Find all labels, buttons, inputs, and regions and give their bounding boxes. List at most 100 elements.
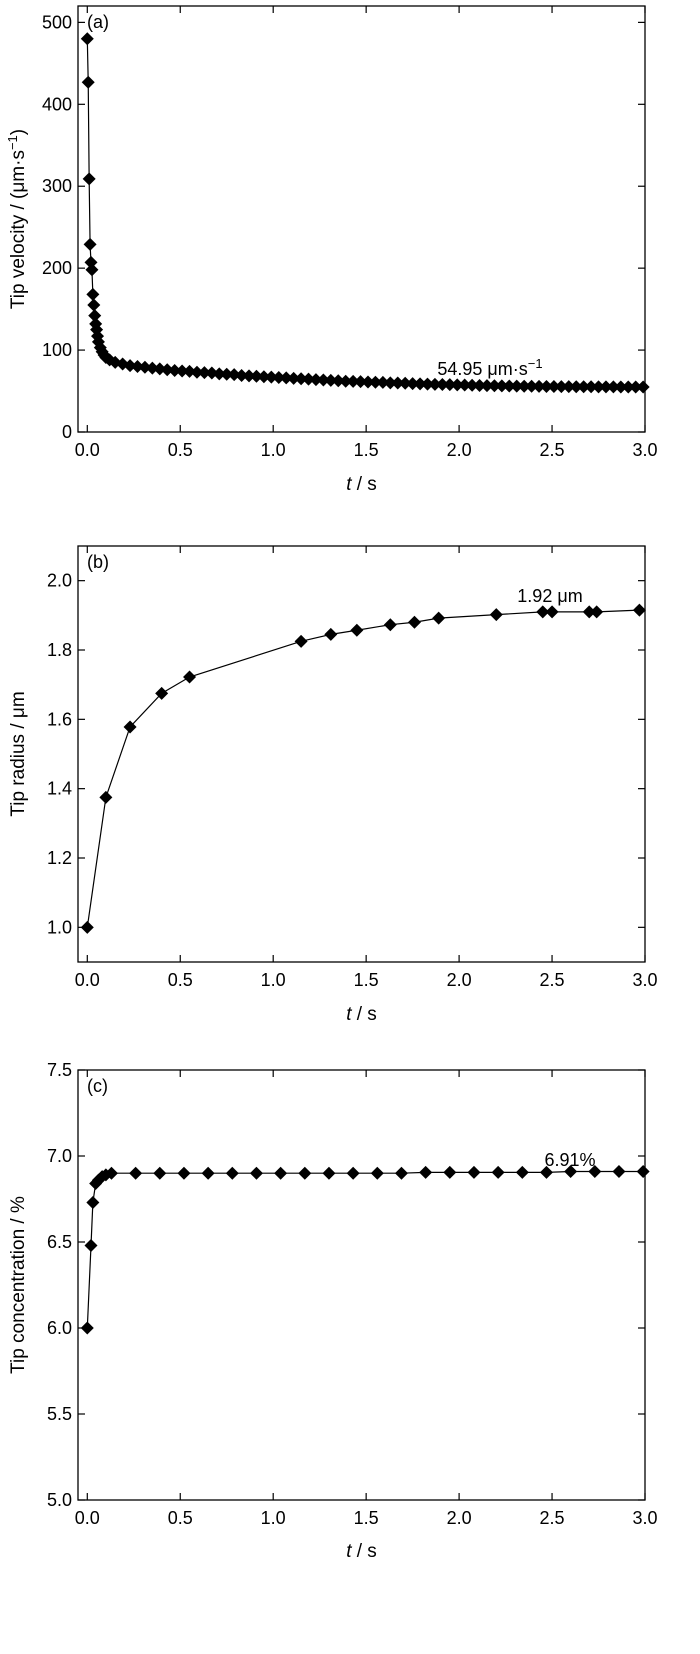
annotation-superscript: −1 xyxy=(528,356,543,371)
data-point xyxy=(554,380,568,394)
x-tick-label: 1.0 xyxy=(261,970,286,990)
data-point xyxy=(428,377,442,391)
data-point xyxy=(123,359,137,373)
data-point xyxy=(88,309,102,323)
data-point xyxy=(547,380,561,394)
y-tick-label: 2.0 xyxy=(47,571,72,591)
data-point xyxy=(339,374,353,388)
data-point xyxy=(80,32,94,46)
data-point xyxy=(517,379,531,393)
data-point xyxy=(489,608,503,622)
data-point xyxy=(458,378,472,392)
data-point xyxy=(168,364,182,378)
x-tick-label: 3.0 xyxy=(632,970,657,990)
data-point xyxy=(621,380,635,394)
data-point xyxy=(406,377,420,391)
series-line xyxy=(86,609,640,928)
end-value-annotation: 1.92 μm xyxy=(517,586,582,606)
data-point xyxy=(614,380,628,394)
x-tick-label: 2.5 xyxy=(540,440,565,460)
data-point xyxy=(309,373,323,387)
data-point xyxy=(294,372,308,386)
data-point xyxy=(491,1165,505,1179)
data-point xyxy=(606,380,620,394)
data-point xyxy=(612,1164,626,1178)
x-tick-label: 2.5 xyxy=(540,1508,565,1528)
x-axis-unit: / s xyxy=(351,474,376,495)
data-point xyxy=(302,372,316,386)
x-tick-label: 1.0 xyxy=(261,440,286,460)
x-tick-label: 3.0 xyxy=(632,1508,657,1528)
x-axis-label: t / s xyxy=(346,1541,377,1562)
data-point xyxy=(220,367,234,381)
chart-panel-2: 0.0 0.5 1.0 1.5 2.0 2.5 3.0 1.0 1.2 1.4 1.6 1.8 2.0 t… xyxy=(8,545,658,1025)
data-point xyxy=(432,611,446,625)
y-axis-label: Tip concentration / % xyxy=(8,1196,29,1374)
data-point xyxy=(515,1165,529,1179)
data-point xyxy=(316,373,330,387)
data-point xyxy=(629,380,643,394)
series-line xyxy=(86,1170,644,1329)
end-value-annotation: 6.91% xyxy=(544,1150,595,1170)
data-point xyxy=(569,380,583,394)
data-point xyxy=(370,1166,384,1180)
data-point xyxy=(183,364,197,378)
data-point xyxy=(582,605,596,619)
data-point xyxy=(129,1166,143,1180)
data-point xyxy=(361,375,375,389)
data-point xyxy=(525,379,539,393)
data-point xyxy=(197,366,211,380)
x-axis-unit: / s xyxy=(351,1004,376,1025)
data-point xyxy=(510,379,524,393)
x-tick-label: 1.5 xyxy=(354,440,379,460)
data-point xyxy=(562,380,576,394)
plot-frame xyxy=(77,1069,646,1501)
data-point xyxy=(435,377,449,391)
x-tick-label: 2.0 xyxy=(447,440,472,460)
data-point xyxy=(160,363,174,377)
data-point xyxy=(155,686,169,700)
data-point xyxy=(175,364,189,378)
data-point xyxy=(257,370,271,384)
y-tick-label: 6.0 xyxy=(47,1318,72,1338)
y-axis-text: Tip radius / μm xyxy=(8,691,29,816)
x-tick-label: 1.5 xyxy=(354,1508,379,1528)
plot-frame xyxy=(77,5,646,433)
y-axis-label: Tip radius / μm xyxy=(8,691,29,816)
y-tick-label: 1.6 xyxy=(47,709,72,729)
data-point xyxy=(368,375,382,389)
y-tick-label: 100 xyxy=(42,340,72,360)
y-tick-label: 1.8 xyxy=(47,640,72,660)
y-tick-label: 300 xyxy=(42,176,72,196)
data-point xyxy=(201,1166,215,1180)
data-point xyxy=(242,369,256,383)
annotation-text: 54.95 μm·s xyxy=(437,359,527,379)
data-point xyxy=(376,375,390,389)
y-axis-text: Tip concentration / % xyxy=(8,1196,29,1374)
data-point xyxy=(130,359,144,373)
end-value-annotation: 54.95 μm·s−1 xyxy=(437,356,542,379)
data-point xyxy=(86,1195,100,1209)
data-point xyxy=(590,605,604,619)
panel-label: (b) xyxy=(87,552,109,572)
data-point xyxy=(212,367,226,381)
data-point xyxy=(539,379,553,393)
data-point xyxy=(84,1238,98,1252)
data-point xyxy=(249,369,263,383)
y-tick-label: 0 xyxy=(62,422,72,442)
data-point xyxy=(467,1165,481,1179)
panel-label: (c) xyxy=(87,1076,108,1096)
y-axis-text: Tip velocity / (μm·s xyxy=(8,150,29,309)
data-point xyxy=(153,362,167,376)
data-point xyxy=(636,380,650,394)
data-point xyxy=(331,374,345,388)
y-axis-superscript: −1 xyxy=(5,135,20,150)
data-point xyxy=(588,1164,602,1178)
data-point xyxy=(324,627,338,641)
data-point xyxy=(322,1166,336,1180)
y-axis-close: ) xyxy=(8,129,29,135)
data-point xyxy=(536,605,550,619)
data-point xyxy=(294,634,308,648)
data-point xyxy=(480,379,494,393)
